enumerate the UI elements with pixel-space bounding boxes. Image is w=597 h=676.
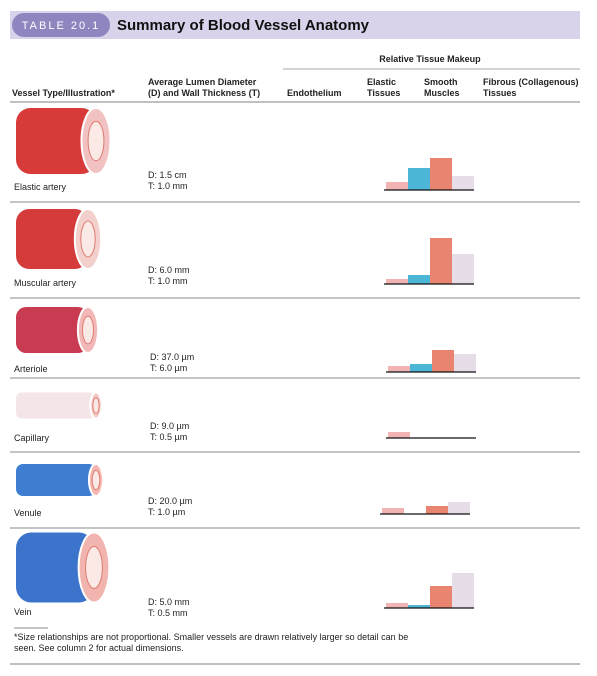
column-header: Smooth [424, 77, 458, 87]
vessel-illustration [16, 209, 88, 269]
vessel-illustration [16, 108, 96, 174]
thickness: T: 0.5 µm [150, 432, 187, 442]
tissue-bar [408, 275, 430, 284]
tissue-bar [430, 586, 452, 608]
thickness: T: 1.0 mm [148, 276, 188, 286]
tissue-bar [388, 432, 410, 438]
column-header: Vessel Type/Illustration* [12, 88, 115, 98]
vessel-illustration [80, 220, 96, 258]
vessel-illustration [91, 469, 101, 491]
thickness: T: 1.0 mm [148, 181, 188, 191]
column-header: Average Lumen Diameter [148, 77, 257, 87]
tissue-bar [386, 279, 408, 284]
vessel-illustration [16, 392, 96, 419]
tissue-bar [386, 603, 408, 608]
column-header: (D) and Wall Thickness (T) [148, 88, 260, 98]
column-header: Endothelium [287, 88, 342, 98]
thickness: T: 6.0 µm [150, 363, 187, 373]
tissue-bar [430, 158, 452, 190]
vessel-name: Venule [14, 508, 42, 518]
vessel-illustration [81, 315, 95, 345]
vessel-name: Vein [14, 607, 32, 617]
column-header: Muscles [424, 88, 460, 98]
group-header: Relative Tissue Makeup [379, 54, 481, 64]
tissue-bar [426, 506, 448, 514]
diameter: D: 9.0 µm [150, 421, 189, 431]
diameter: D: 6.0 mm [148, 265, 190, 275]
tissue-bar [410, 364, 432, 372]
footnote: *Size relationships are not proportional… [14, 632, 408, 642]
tissue-bar [454, 354, 476, 372]
footnote: seen. See column 2 for actual dimensions… [14, 643, 184, 653]
diameter: D: 1.5 cm [148, 170, 187, 180]
diameter: D: 20.0 µm [148, 496, 192, 506]
vessel-illustration [16, 307, 88, 353]
diameter: D: 5.0 mm [148, 597, 190, 607]
diameter: D: 37.0 µm [150, 352, 194, 362]
tissue-bar [408, 605, 430, 608]
vessel-illustration [87, 120, 105, 162]
tissue-bar [432, 350, 454, 372]
tissue-bar [386, 182, 408, 190]
tissue-bar [430, 238, 452, 284]
vessel-illustration [16, 532, 94, 603]
thickness: T: 1.0 µm [148, 507, 185, 517]
vessel-illustration [85, 546, 103, 589]
badge-text: TABLE 20.1 [22, 20, 101, 32]
thickness: T: 0.5 mm [148, 608, 188, 618]
column-header: Elastic [367, 77, 396, 87]
vessel-name: Elastic artery [14, 182, 67, 192]
tissue-bar [452, 176, 474, 190]
badge [12, 13, 110, 37]
tissue-bar [388, 366, 410, 372]
tissue-bar [382, 508, 404, 514]
vessel-name: Muscular artery [14, 278, 77, 288]
column-header: Fibrous (Collagenous) [483, 77, 579, 87]
tissue-bar [448, 502, 470, 514]
title: Summary of Blood Vessel Anatomy [117, 17, 370, 34]
column-header: Tissues [483, 88, 516, 98]
tissue-bar [452, 254, 474, 284]
vessel-illustration [16, 464, 96, 496]
vessel-illustration [92, 397, 100, 414]
column-header: Tissues [367, 88, 400, 98]
vessel-name: Capillary [14, 433, 50, 443]
tissue-bar [452, 573, 474, 608]
tissue-bar [408, 168, 430, 190]
vessel-name: Arteriole [14, 364, 48, 374]
